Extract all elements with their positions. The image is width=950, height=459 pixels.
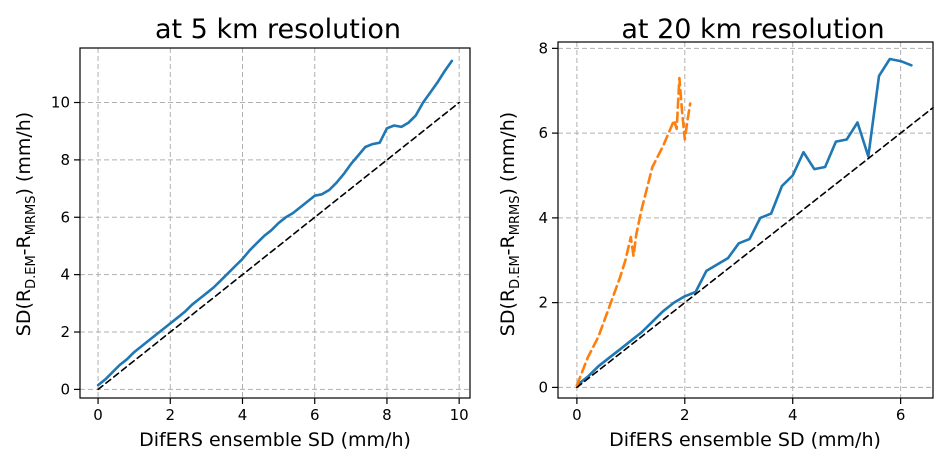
- x-axis-label: DifERS ensemble SD (mm/h): [609, 429, 881, 451]
- y-tick-label: 4: [60, 266, 70, 284]
- y-label-sub1: D.EM: [508, 255, 523, 289]
- y-tick-label: 4: [538, 209, 548, 227]
- series-layer: [575, 57, 934, 389]
- y-axis-label: SD(RD.EM-RMRMS) (mm/h): [497, 112, 523, 336]
- y-tick-label: 10: [51, 94, 70, 112]
- panel-5km: at 5 km resolution 0 2 4 6 8 10 0 2 4 6 8 10 DifER…: [13, 14, 471, 451]
- y-label-sub2: MRMS: [24, 196, 39, 236]
- y-ticks: 0 2 4 6 8: [538, 39, 558, 396]
- x-tick-label: 4: [238, 406, 248, 424]
- y-label-main: SD(R: [497, 289, 519, 336]
- x-tick-label: 2: [166, 406, 176, 424]
- x-ticks: 0 2 4 6 8 10: [93, 398, 469, 424]
- series-line-dashed: [575, 76, 692, 387]
- y-label-sub2: MRMS: [508, 196, 523, 236]
- y-label-main: SD(R: [13, 289, 35, 336]
- x-tick-label: 0: [572, 406, 582, 424]
- y-ticks: 0 2 4 6 8 10: [51, 94, 80, 398]
- reference-line: [576, 106, 934, 389]
- series-line: [96, 59, 454, 387]
- x-tick-label: 6: [896, 406, 906, 424]
- y-label-end: ) (mm/h): [497, 112, 519, 196]
- x-tick-label: 6: [310, 406, 320, 424]
- x-tick-label: 10: [450, 406, 469, 424]
- y-tick-label: 8: [60, 151, 70, 169]
- gridlines: [80, 48, 470, 398]
- y-label-end: ) (mm/h): [13, 112, 35, 196]
- y-tick-label: 6: [538, 124, 548, 142]
- y-axis-label: SD(RD.EM-RMRMS) (mm/h): [13, 112, 39, 336]
- x-tick-label: 8: [382, 406, 392, 424]
- series-layer: [96, 59, 461, 391]
- y-tick-label: 8: [538, 39, 548, 57]
- x-ticks: 0 2 4 6: [572, 398, 905, 424]
- y-tick-label: 0: [538, 378, 548, 396]
- y-tick-label: 6: [60, 208, 70, 226]
- y-tick-label: 2: [60, 323, 70, 341]
- y-label-mid: -R: [497, 235, 519, 255]
- panel-20km: at 20 km resolution 0 2 4 6 0 2 4 6 8 DifERS en…: [497, 14, 934, 451]
- series-line: [575, 57, 913, 387]
- plot-frame: [79, 47, 471, 399]
- y-tick-label: 0: [60, 380, 70, 398]
- plot-frame: [557, 41, 934, 399]
- x-axis-label: DifERS ensemble SD (mm/h): [139, 429, 411, 451]
- x-tick-label: 4: [788, 406, 798, 424]
- y-tick-label: 2: [538, 294, 548, 312]
- chart-title: at 5 km resolution: [155, 14, 401, 45]
- reference-line: [97, 101, 461, 391]
- y-label-sub1: D.EM: [24, 255, 39, 289]
- x-tick-label: 2: [680, 406, 690, 424]
- x-tick-label: 0: [93, 406, 103, 424]
- y-label-mid: -R: [13, 235, 35, 255]
- chart-title: at 20 km resolution: [621, 14, 884, 45]
